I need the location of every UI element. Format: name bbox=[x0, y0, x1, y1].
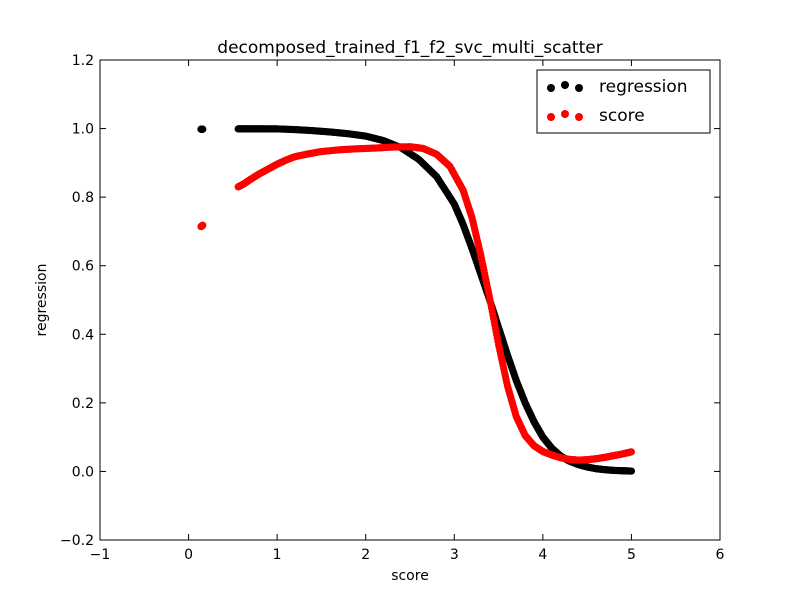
y-tick-label: 1.2 bbox=[72, 53, 94, 69]
x-tick-label: 1 bbox=[273, 547, 282, 563]
chart-title: decomposed_trained_f1_f2_svc_multi_scatt… bbox=[217, 38, 602, 58]
x-tick-label: 5 bbox=[627, 547, 636, 563]
x-axis-label: score bbox=[391, 568, 429, 584]
legend-marker-score bbox=[561, 110, 569, 118]
y-tick-label: 0.4 bbox=[72, 327, 94, 343]
legend-label-regression: regression bbox=[599, 77, 688, 97]
plot-frame bbox=[99, 59, 721, 541]
scatter-point bbox=[627, 467, 636, 475]
y-axis-label: regression bbox=[34, 264, 50, 337]
scatter-point bbox=[199, 125, 207, 133]
legend: regression score bbox=[536, 69, 711, 134]
x-tick-label: 4 bbox=[538, 547, 547, 563]
x-tick-label: −1 bbox=[90, 547, 111, 563]
y-tick-label: 1.0 bbox=[72, 122, 94, 138]
x-tick-label: 0 bbox=[184, 547, 193, 563]
ticks-layer: −1 0 1 2 3 4 5 6 −0.2 0.0 0.2 0.4 0.6 0.8 1.0 1.2 bbox=[60, 53, 725, 563]
legend-marker-score bbox=[575, 113, 583, 121]
y-tick-label: 0.0 bbox=[72, 464, 94, 480]
x-tick-label: 6 bbox=[716, 547, 725, 563]
y-tick-label: 0.6 bbox=[72, 259, 94, 275]
plot-area bbox=[100, 60, 720, 540]
x-tick-label: 3 bbox=[450, 547, 459, 563]
x-tick-label: 2 bbox=[361, 547, 370, 563]
legend-marker-regression bbox=[547, 84, 555, 92]
legend-marker-regression bbox=[575, 84, 583, 92]
y-tick-label: 0.8 bbox=[72, 190, 94, 206]
scatter-point bbox=[199, 221, 207, 229]
y-tick-label: 0.2 bbox=[72, 396, 94, 412]
legend-label-score: score bbox=[599, 106, 645, 126]
legend-box bbox=[536, 69, 711, 134]
points-layer bbox=[197, 125, 636, 475]
y-tick-label: −0.2 bbox=[60, 533, 94, 549]
legend-marker-regression bbox=[561, 81, 569, 89]
legend-marker-score bbox=[547, 113, 555, 121]
scatter-point bbox=[627, 448, 636, 456]
